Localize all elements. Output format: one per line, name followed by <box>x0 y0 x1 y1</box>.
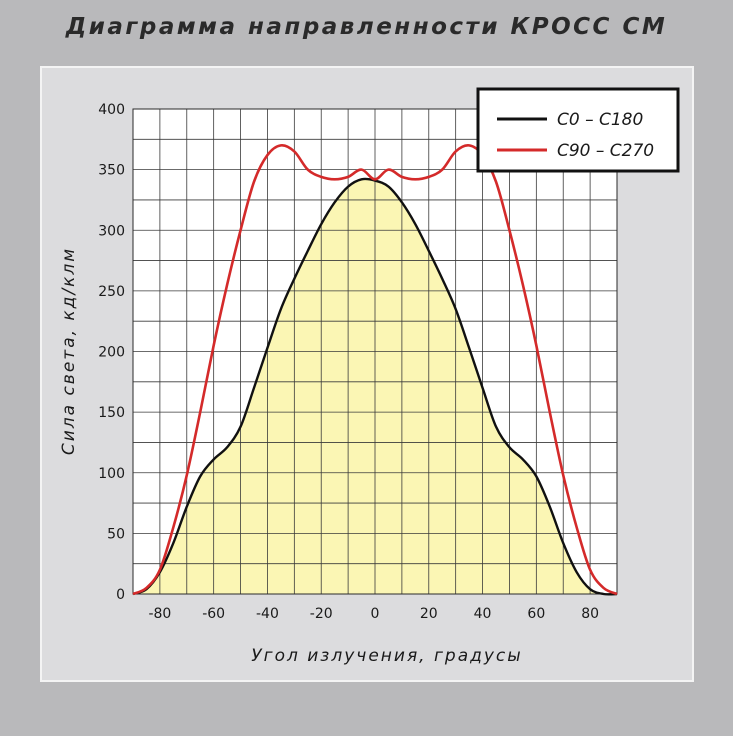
x-tick-label: 40 <box>474 606 492 622</box>
x-axis-label: Угол излучения, градусы <box>251 646 522 666</box>
legend-label-c90-c270: С90 – С270 <box>557 141 654 161</box>
x-tick-label: -60 <box>202 606 225 622</box>
y-tick-label: 50 <box>107 526 125 542</box>
y-axis-label: Сила света, кд/клм <box>59 247 79 455</box>
x-axis-ticks: -80 -60 -40 -20 0 20 40 60 80 <box>148 606 599 622</box>
x-tick-label: 80 <box>581 606 599 622</box>
chart-panel: 0 50 100 150 200 250 300 350 400 -80 -60 -40 -20 0 20… <box>40 66 694 682</box>
page-title: Диаграмма направленности КРОСС СМ <box>65 14 668 40</box>
y-tick-label: 350 <box>98 163 125 179</box>
y-tick-label: 300 <box>98 223 125 239</box>
x-tick-label: -80 <box>148 606 171 622</box>
series-line-c90-c270 <box>132 144 618 596</box>
y-tick-label: 400 <box>98 102 125 118</box>
y-tick-label: 0 <box>116 587 125 603</box>
x-tick-label: -40 <box>256 606 279 622</box>
chart: 0 50 100 150 200 250 300 350 400 -80 -60 -40 -20 0 20… <box>59 87 680 666</box>
x-tick-label: -20 <box>310 606 333 622</box>
y-tick-label: 250 <box>98 284 125 300</box>
y-axis-ticks: 0 50 100 150 200 250 300 350 400 <box>98 102 125 603</box>
plot-frame <box>132 108 618 595</box>
legend-label-c0-c180: С0 – С180 <box>557 110 643 130</box>
x-tick-label: 20 <box>420 606 438 622</box>
y-tick-label: 100 <box>98 466 125 482</box>
x-tick-label: 60 <box>527 606 545 622</box>
y-tick-label: 200 <box>98 345 125 361</box>
legend-box <box>476 87 680 173</box>
y-tick-label: 150 <box>98 405 125 421</box>
legend: С0 – С180 С90 – С270 <box>476 87 680 173</box>
x-tick-label: 0 <box>371 606 380 622</box>
